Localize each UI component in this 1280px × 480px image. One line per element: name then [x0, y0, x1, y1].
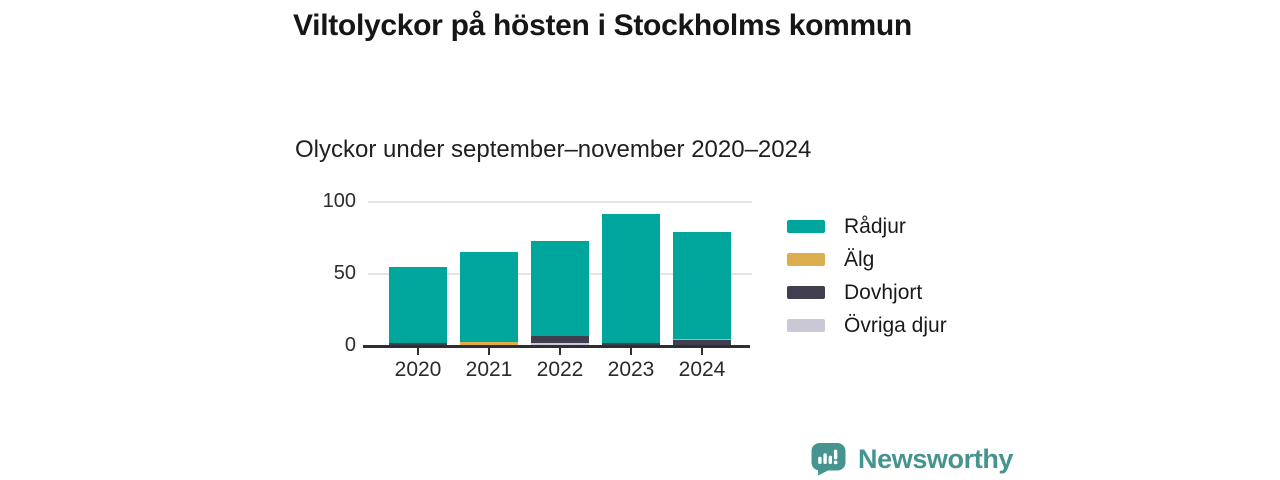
bar-segment-2022-Dovhjort: [531, 335, 589, 344]
newsworthy-logo: Newsworthy: [810, 442, 1013, 476]
newsworthy-logo-text: Newsworthy: [858, 443, 1014, 474]
x-axis-line: [363, 345, 750, 348]
bar-segment-2021-Älg: [460, 341, 518, 346]
legend-label: Övriga djur: [844, 313, 947, 337]
legend-swatch: [787, 319, 825, 332]
bar-segment-2022-Övriga djur: [531, 343, 589, 346]
bar-segment-2020-Dovhjort: [389, 343, 447, 346]
gridline-100: [368, 201, 752, 203]
bar-segment-2024-Dovhjort: [673, 340, 731, 346]
bar-segment-2024-Rådjur: [673, 232, 731, 339]
legend-label: Älg: [844, 247, 875, 271]
x-axis-tick-label: 2024: [678, 358, 726, 381]
legend-swatch: [787, 220, 825, 233]
legend-label: Dovhjort: [844, 280, 923, 304]
y-axis-tick-label: 100: [322, 190, 356, 212]
x-axis-tick: [417, 348, 419, 355]
legend-swatch: [787, 286, 825, 299]
x-axis-tick: [701, 348, 703, 355]
legend-item-Rådjur: Rådjur: [787, 214, 947, 239]
x-axis-tick-label: 2021: [465, 358, 513, 381]
x-axis-tick-label: 2023: [607, 358, 655, 381]
bar-segment-2021-Rådjur: [460, 252, 518, 342]
bar-segment-2024-Älg: [673, 338, 731, 341]
x-axis-tick-label: 2020: [394, 358, 442, 381]
bar-segment-2020-Rådjur: [389, 266, 447, 344]
y-axis-tick-label: 50: [333, 262, 356, 284]
newsworthy-bubble-chart-icon: [811, 443, 846, 476]
x-axis-tick: [630, 348, 632, 355]
y-axis-tick-label: 0: [344, 334, 356, 356]
page-subtitle: Olyckor under september–november 2020–20…: [295, 136, 812, 163]
x-axis-tick: [488, 348, 490, 355]
legend-item-Övriga djur: Övriga djur: [787, 313, 947, 338]
bar-segment-2023-Rådjur: [602, 213, 660, 344]
legend-label: Rådjur: [844, 214, 906, 238]
bar-segment-2023-Dovhjort: [602, 343, 660, 346]
legend-item-Dovhjort: Dovhjort: [787, 280, 947, 305]
legend-swatch: [787, 253, 825, 266]
x-axis-tick-label: 2022: [536, 358, 584, 381]
chart-legend: Rådjur Älg Dovhjort Övriga djur: [787, 214, 947, 338]
bar-segment-2022-Rådjur: [531, 240, 589, 336]
page-title: Viltolyckor på hösten i Stockholms kommu…: [293, 9, 912, 42]
legend-item-Älg: Älg: [787, 247, 947, 272]
x-axis-tick: [559, 348, 561, 355]
